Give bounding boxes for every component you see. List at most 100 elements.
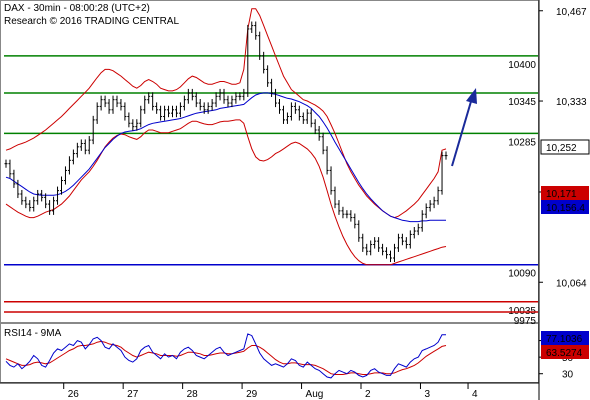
price-bar bbox=[361, 233, 365, 252]
price-bar bbox=[91, 115, 95, 145]
price-bar bbox=[432, 196, 436, 209]
price-bar bbox=[258, 31, 262, 60]
price-bar bbox=[226, 95, 230, 108]
price-bar bbox=[444, 151, 448, 160]
price-bar bbox=[365, 243, 369, 256]
price-bar bbox=[416, 223, 420, 236]
price-bar bbox=[186, 88, 190, 104]
chart-title: DAX - 30min - 08:00:28 (UTC+2) bbox=[4, 3, 150, 14]
x-tick-label: 26 bbox=[68, 389, 80, 400]
price-bar bbox=[412, 227, 416, 239]
price-bar bbox=[155, 102, 159, 114]
price-bar bbox=[285, 112, 289, 124]
price-bar bbox=[159, 105, 163, 121]
price-bar bbox=[123, 102, 127, 121]
price-bar bbox=[254, 21, 258, 40]
rsi-ma-line bbox=[5, 340, 447, 375]
band-upper-line bbox=[5, 8, 447, 219]
price-bar bbox=[428, 200, 432, 212]
price-bar bbox=[289, 102, 293, 121]
y-tick-label: 10,333 bbox=[556, 97, 587, 108]
price-bar bbox=[198, 99, 202, 111]
level-label-10285: 10285 bbox=[508, 137, 536, 148]
x-tick-label: Aug bbox=[306, 389, 324, 400]
price-bar bbox=[373, 237, 377, 249]
price-bar bbox=[119, 99, 123, 111]
price-bar bbox=[135, 119, 139, 131]
main-panel-frame bbox=[0, 0, 539, 323]
price-tag-last-bg bbox=[540, 139, 590, 155]
rsi-lines bbox=[5, 333, 447, 379]
price-bar bbox=[95, 102, 99, 124]
price-bar bbox=[317, 125, 321, 141]
price-bar bbox=[357, 220, 361, 242]
rsi-tag-value-text: 77.1036 bbox=[546, 334, 583, 345]
price-bar bbox=[305, 109, 309, 124]
price-bar bbox=[392, 243, 396, 263]
price-tag-ma-text: 10,156.4 bbox=[546, 203, 585, 214]
price-bar bbox=[242, 88, 246, 101]
price-bar bbox=[408, 230, 412, 249]
price-bar bbox=[20, 189, 24, 205]
price-bar bbox=[250, 21, 254, 33]
price-bar bbox=[230, 95, 234, 108]
rsi-title: RSI14 - 9MA bbox=[4, 328, 62, 339]
band-lower-line bbox=[5, 119, 447, 266]
price-bar bbox=[297, 105, 301, 121]
rsi-tag-ma-text: 63.5274 bbox=[546, 348, 583, 359]
price-bar bbox=[246, 24, 250, 97]
price-bar bbox=[71, 149, 75, 165]
price-bar bbox=[83, 139, 87, 155]
price-bar bbox=[281, 105, 285, 124]
price-bar bbox=[337, 200, 341, 215]
price-bar bbox=[59, 176, 63, 195]
level-label-10345: 10345 bbox=[508, 97, 536, 108]
price-bar bbox=[32, 196, 36, 212]
price-bar bbox=[381, 243, 385, 256]
price-tag-upper-band-text: 10,171 bbox=[546, 189, 577, 200]
y-tick-label: 10,064 bbox=[556, 278, 587, 289]
price-bar bbox=[170, 105, 174, 118]
price-bar bbox=[301, 112, 305, 124]
level-label-10090: 10090 bbox=[508, 269, 536, 280]
arrow-shaft bbox=[451, 97, 473, 167]
price-bar bbox=[404, 237, 408, 249]
price-bar bbox=[270, 78, 274, 97]
price-bar bbox=[16, 179, 20, 199]
price-bar bbox=[420, 210, 424, 232]
level-lines: 10400103451028510090100359975 bbox=[4, 55, 538, 327]
price-bar bbox=[28, 200, 32, 212]
x-tick-label: 2 bbox=[365, 389, 371, 400]
price-bar bbox=[329, 166, 333, 195]
price-bar bbox=[206, 102, 210, 114]
x-ticks: 26 27 28 29 Aug 2 3 4 bbox=[63, 383, 478, 400]
price-bar bbox=[345, 210, 349, 219]
price-bar bbox=[4, 159, 8, 168]
price-bar bbox=[424, 203, 428, 219]
ma-line bbox=[5, 92, 446, 223]
rsi-y-tick-label: 30 bbox=[562, 370, 574, 381]
rsi-tag-ma: 63.5274 bbox=[541, 345, 589, 359]
moving-average bbox=[5, 92, 446, 223]
price-bar bbox=[266, 65, 270, 87]
x-tick-label: 27 bbox=[127, 389, 139, 400]
price-bar bbox=[75, 142, 79, 158]
price-bar bbox=[341, 206, 345, 219]
price-bar bbox=[436, 186, 440, 205]
price-bar bbox=[202, 102, 206, 114]
price-bar bbox=[333, 186, 337, 209]
price-bar bbox=[369, 240, 373, 256]
price-bar bbox=[52, 196, 56, 215]
price-bar bbox=[99, 95, 103, 111]
price-bar bbox=[218, 88, 222, 101]
price-bar bbox=[210, 99, 214, 111]
price-bar bbox=[67, 156, 71, 175]
price-bar bbox=[48, 200, 52, 215]
price-bar bbox=[389, 250, 393, 263]
price-bar bbox=[36, 189, 40, 205]
price-bar bbox=[40, 189, 44, 202]
price-bar bbox=[234, 92, 238, 104]
price-bar bbox=[385, 247, 389, 259]
price-tags: 10,252 10,171 10,156.4 77.1036 63.5274 bbox=[540, 139, 590, 359]
